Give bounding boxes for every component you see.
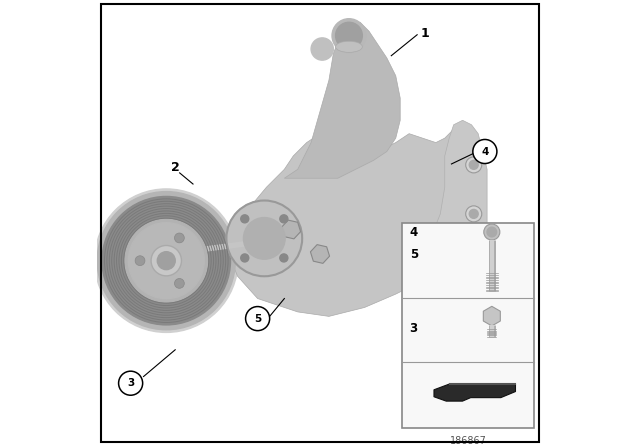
Circle shape	[135, 256, 145, 266]
Circle shape	[466, 157, 482, 173]
Circle shape	[125, 219, 208, 302]
Circle shape	[335, 22, 362, 49]
Text: 3: 3	[127, 378, 134, 388]
Ellipse shape	[335, 41, 362, 52]
Polygon shape	[418, 121, 487, 281]
Circle shape	[473, 139, 497, 164]
Bar	[403, 223, 534, 428]
Text: 186867: 186867	[450, 436, 486, 446]
Circle shape	[118, 371, 143, 395]
Polygon shape	[284, 22, 400, 178]
Circle shape	[469, 209, 478, 218]
Circle shape	[157, 252, 175, 270]
Circle shape	[332, 19, 366, 52]
Circle shape	[227, 201, 302, 276]
Text: 4: 4	[410, 225, 418, 238]
Circle shape	[484, 224, 500, 240]
Circle shape	[102, 196, 230, 325]
Circle shape	[280, 254, 288, 262]
Circle shape	[280, 215, 288, 223]
Polygon shape	[434, 383, 515, 401]
Circle shape	[246, 306, 269, 331]
Text: 3: 3	[410, 322, 418, 335]
Circle shape	[241, 215, 249, 223]
Text: 2: 2	[171, 160, 180, 173]
Circle shape	[466, 206, 482, 222]
Text: 1: 1	[420, 27, 429, 40]
Text: 5: 5	[254, 314, 261, 323]
Circle shape	[469, 160, 478, 169]
Circle shape	[151, 246, 182, 276]
Circle shape	[175, 279, 184, 289]
Circle shape	[311, 38, 333, 60]
Circle shape	[128, 223, 204, 299]
Text: 5: 5	[410, 248, 418, 261]
Polygon shape	[228, 125, 485, 316]
Circle shape	[243, 218, 285, 259]
Circle shape	[97, 192, 236, 330]
Circle shape	[241, 254, 249, 262]
Circle shape	[95, 189, 238, 332]
Text: 4: 4	[481, 146, 488, 156]
Circle shape	[175, 233, 184, 243]
Circle shape	[487, 227, 497, 237]
